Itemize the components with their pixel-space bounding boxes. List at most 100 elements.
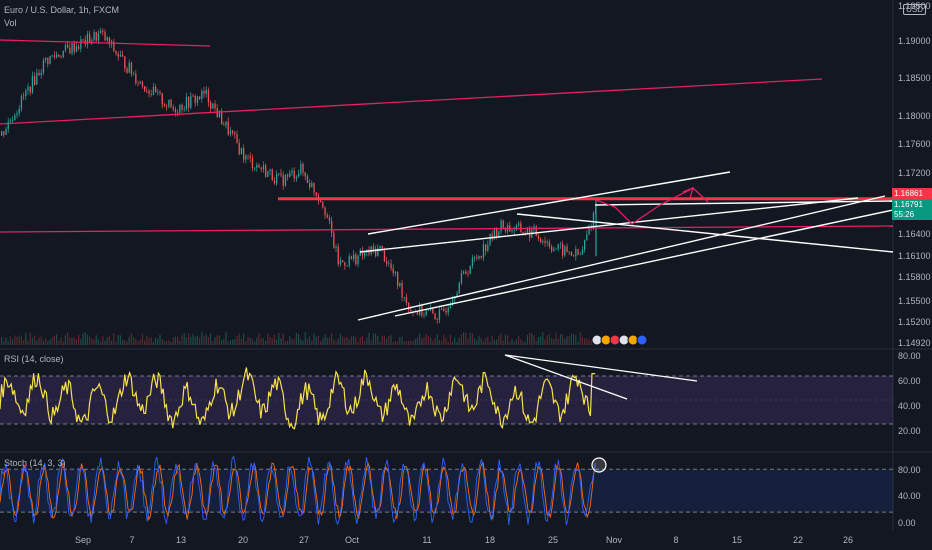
candle-body [133, 73, 135, 75]
volume-bar [199, 337, 201, 345]
candle-body [236, 134, 238, 144]
rsi-y-tick: 20.00 [898, 426, 921, 436]
volume-bar [443, 334, 445, 345]
volume-bar [181, 335, 183, 345]
volume-bar [69, 337, 71, 345]
y-tick-label: 1.19500 [898, 1, 931, 11]
candle-body [324, 207, 326, 215]
volume-bar [9, 336, 11, 345]
candle-body [300, 163, 302, 174]
y-tick-label: 1.19000 [898, 36, 931, 46]
volume-bar [60, 337, 62, 345]
volume-bar [364, 341, 366, 345]
volume-bar [412, 340, 414, 345]
volume-bar [84, 332, 86, 345]
candle-body [240, 148, 243, 155]
volume-bar [271, 338, 273, 345]
y-tick-label: 1.18000 [898, 111, 931, 121]
volume-bar [258, 332, 260, 345]
volume-bar [166, 341, 168, 345]
candle-body [344, 262, 346, 266]
volume-bar [190, 337, 192, 345]
candle-body [179, 104, 181, 113]
candle-body [9, 120, 12, 122]
candle-body [478, 255, 480, 259]
volume-bar [344, 337, 346, 345]
volume-bar [361, 335, 363, 345]
volume-bar [133, 337, 135, 345]
volume-bar [141, 334, 143, 345]
candle-body [333, 232, 335, 248]
volume-bar [227, 341, 229, 345]
volume-bar [73, 337, 75, 345]
candle-body [291, 170, 293, 173]
candle-body [447, 307, 449, 313]
volume-bar [511, 339, 513, 345]
volume-bar [489, 341, 491, 345]
candle-body [328, 217, 331, 221]
volume-bar [304, 332, 306, 345]
candle-body [555, 248, 557, 250]
candle-body [546, 242, 548, 243]
volume-bar [469, 332, 471, 345]
volume-bar [240, 338, 242, 345]
volume-bar [260, 337, 262, 345]
volume-bar [214, 337, 216, 345]
volume-bar [254, 341, 256, 345]
candle-body [172, 107, 174, 110]
volume-bar [236, 336, 238, 345]
volume-bar [23, 340, 25, 345]
candle-body [102, 30, 104, 32]
currency-badge[interactable]: USD [903, 4, 926, 15]
candle-body [174, 109, 177, 113]
candle-body [38, 72, 40, 76]
candle-body [474, 257, 476, 258]
candle-body [542, 241, 544, 243]
volume-bar [91, 338, 93, 345]
candle-body [225, 121, 227, 126]
volume-bar [203, 335, 205, 345]
volume-bar [445, 338, 447, 345]
volume-bar [509, 341, 511, 345]
candle-body [210, 102, 212, 109]
y-tick-label: 1.16400 [898, 229, 931, 239]
volume-bar [540, 336, 542, 345]
volume-bar [320, 341, 322, 345]
volume-bar [306, 338, 308, 345]
candle-body [377, 247, 379, 257]
volume-bar [586, 338, 588, 345]
candle-body [293, 170, 295, 179]
volume-bar [247, 337, 249, 345]
volume-bar [419, 333, 421, 345]
candle-body [73, 43, 75, 52]
volume-bar [25, 332, 27, 345]
volume-bar [51, 337, 53, 345]
candle-body [251, 157, 254, 169]
volume-bar [399, 337, 401, 345]
candle-body [438, 309, 441, 320]
candle-body [104, 31, 106, 41]
volume-bar [53, 335, 55, 345]
candle-body [51, 55, 53, 57]
candle-body [379, 245, 381, 248]
volume-bar [27, 340, 29, 345]
y-tick-label: 1.18500 [898, 73, 931, 83]
volume-bar [67, 332, 69, 345]
volume-bar [7, 341, 9, 345]
candle-body [229, 130, 232, 135]
volume-bar [553, 338, 555, 345]
candle-body [482, 244, 485, 258]
volume-bar [106, 337, 108, 345]
candle-body [537, 235, 540, 239]
red-price-tag: 1.16861 [892, 188, 932, 199]
volume-bar [148, 337, 150, 345]
candle-body [557, 244, 559, 249]
volume-bar [126, 341, 128, 345]
volume-bar [535, 340, 537, 345]
candle-body [181, 104, 183, 110]
x-tick-label: 13 [176, 535, 186, 545]
volume-bar [16, 337, 18, 345]
candle-body [280, 173, 282, 176]
candle-body [320, 200, 322, 202]
